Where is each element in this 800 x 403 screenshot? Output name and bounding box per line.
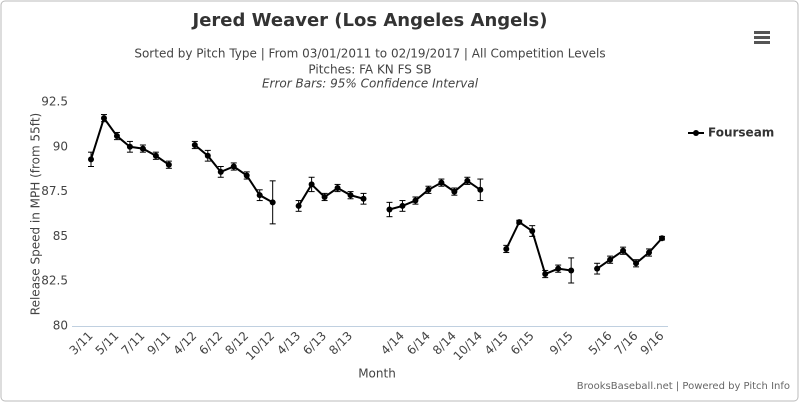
point <box>386 206 393 213</box>
point <box>438 179 445 186</box>
point <box>204 152 211 159</box>
legend-label: Fourseam <box>708 126 774 140</box>
subtitle: Sorted by Pitch Type | From 03/01/2011 t… <box>134 47 605 61</box>
point <box>230 163 237 170</box>
subtitle: Pitches: FA KN FS SB <box>308 63 431 77</box>
point <box>347 192 354 199</box>
y-tick-label: 90 <box>53 139 68 153</box>
y-tick-label: 85 <box>53 229 68 243</box>
point <box>295 202 302 209</box>
point <box>139 145 146 152</box>
point <box>334 185 341 192</box>
point <box>308 181 315 188</box>
point <box>451 188 458 195</box>
point <box>412 197 419 204</box>
point <box>191 142 198 149</box>
y-tick-label: 92.5 <box>41 95 68 109</box>
menu-bar[interactable] <box>754 31 770 34</box>
point <box>607 256 614 263</box>
point <box>425 186 432 193</box>
point <box>256 192 263 199</box>
point <box>269 199 276 206</box>
subtitle: Error Bars: 95% Confidence Interval <box>262 77 479 91</box>
point <box>594 265 601 272</box>
point <box>542 271 549 278</box>
point <box>633 260 640 267</box>
point <box>88 156 94 163</box>
point <box>646 249 653 256</box>
point <box>243 172 250 179</box>
point <box>529 228 536 235</box>
point <box>321 193 328 200</box>
point <box>126 143 133 150</box>
point <box>555 265 562 272</box>
y-axis-title: Release Speed in MPH (from 55ft) <box>29 113 43 315</box>
point <box>477 186 484 193</box>
y-tick-label: 82.5 <box>41 274 68 288</box>
point <box>217 168 224 175</box>
point <box>165 161 172 168</box>
point <box>659 235 665 242</box>
menu-bar[interactable] <box>754 41 770 44</box>
menu-bar[interactable] <box>754 36 770 39</box>
point <box>399 202 406 209</box>
point <box>516 219 523 226</box>
point <box>464 177 471 184</box>
x-axis-title: Month <box>358 367 396 381</box>
chart-title: Jered Weaver (Los Angeles Angels) <box>191 10 548 31</box>
legend-marker <box>693 130 699 136</box>
menu-button[interactable] <box>754 31 770 44</box>
point <box>360 195 367 202</box>
credits: BrooksBaseball.net | Powered by Pitch In… <box>577 381 790 392</box>
point <box>620 247 627 254</box>
y-tick-label: 80 <box>53 319 68 333</box>
point <box>568 267 575 274</box>
point <box>100 115 107 122</box>
point <box>113 133 120 140</box>
y-tick-label: 87.5 <box>41 184 68 198</box>
point <box>503 245 510 252</box>
point <box>152 152 159 159</box>
